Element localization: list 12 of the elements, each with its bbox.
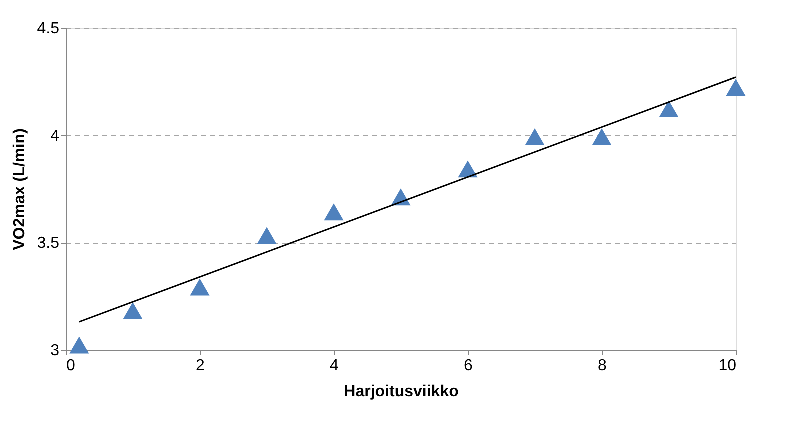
x-tick-label: 8 <box>598 358 608 374</box>
y-tick-label: 3 <box>50 342 60 360</box>
x-tick-label: 2 <box>196 358 206 374</box>
y-tick-label: 4 <box>50 128 60 145</box>
y-tick-label: 4.5 <box>37 20 60 38</box>
x-tick-label: 6 <box>464 358 474 374</box>
x-tick-label: 4 <box>330 358 340 374</box>
x-tick-label: 10 <box>718 358 737 374</box>
x-tick-label: 0 <box>66 358 76 374</box>
y-axis-title: VO2max (L/min) <box>11 128 28 250</box>
x-axis-title: Harjoitusviikko <box>344 384 460 400</box>
y-tick-label: 3.5 <box>37 235 60 252</box>
